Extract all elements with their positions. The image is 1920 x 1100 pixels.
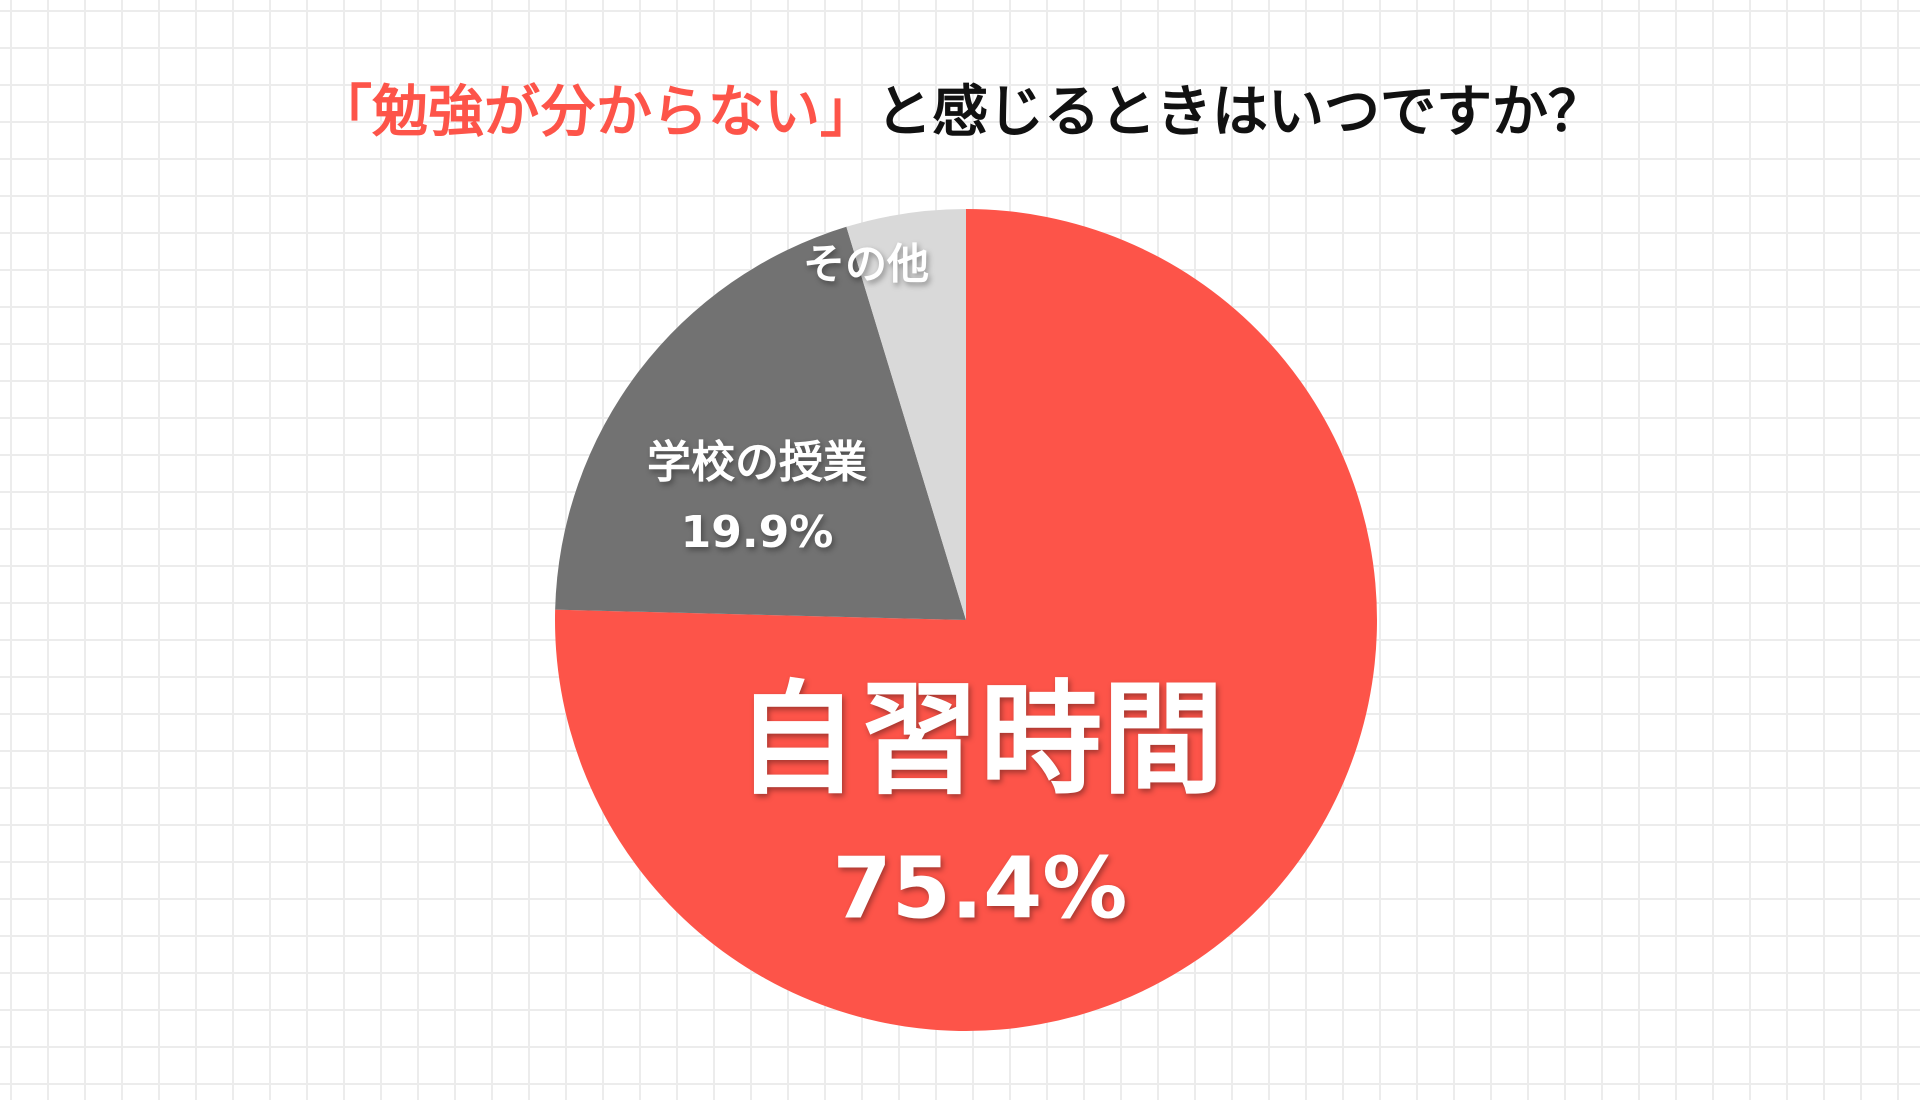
title-rest: と感じるときはいつですか？ bbox=[876, 80, 1604, 145]
slice-label: 自習時間 bbox=[736, 669, 1224, 811]
pie bbox=[555, 209, 1377, 1031]
pie-slice bbox=[555, 226, 966, 620]
value-label: 75.4% bbox=[833, 839, 1128, 938]
slice-label: 学校の授業 bbox=[647, 437, 867, 488]
pie-slice bbox=[846, 209, 966, 620]
value-label: 19.9% bbox=[681, 507, 834, 558]
chart-title: 「勉強が分からない」と感じるときはいつですか？ bbox=[316, 80, 1604, 145]
title-highlight: 「勉強が分からない」 bbox=[316, 80, 876, 145]
slice-label: その他 bbox=[803, 240, 929, 289]
labels: 自習時間 75.4% 学校の授業 19.9% その他 bbox=[647, 240, 1224, 939]
